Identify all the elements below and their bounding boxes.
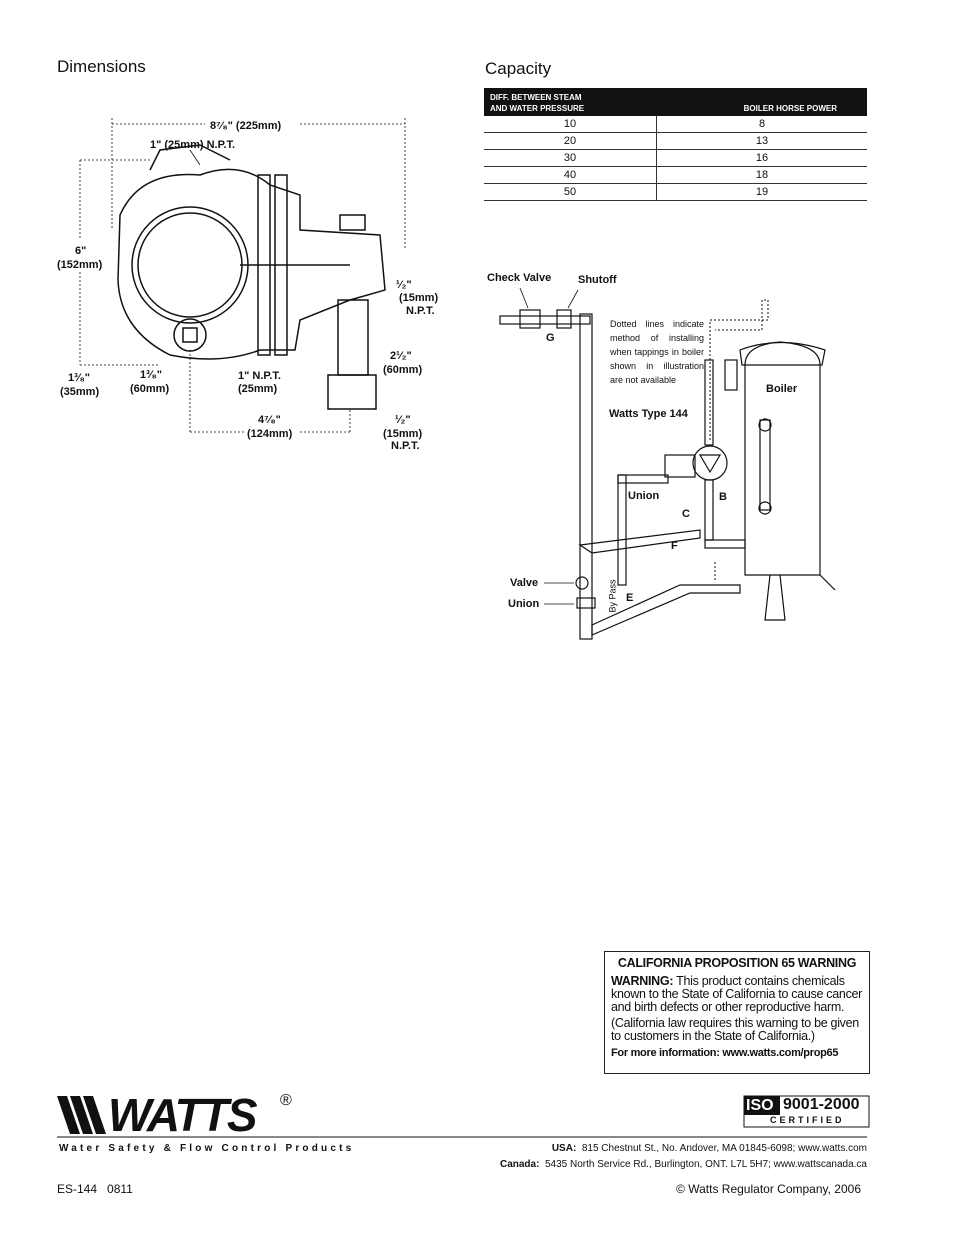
- dimension-label: 2¹⁄₂": [390, 350, 412, 362]
- dimension-label: 6": [75, 245, 87, 257]
- iso-label: ISO: [746, 1097, 774, 1114]
- table-cell: 8: [656, 116, 867, 133]
- warning-lead: WARNING:: [611, 974, 674, 988]
- warning-more: For more information: www.watts.com/prop…: [611, 1047, 839, 1059]
- watts-logo-stripes: [57, 1096, 106, 1134]
- table-cell: 18: [656, 166, 867, 184]
- leaders: [189, 149, 579, 605]
- dimension-label: N.P.T.: [391, 440, 420, 452]
- diagram-label: F: [671, 540, 678, 552]
- dimension-label: (124mm): [247, 428, 293, 440]
- valve-drawing: [117, 144, 386, 410]
- registered-mark: ®: [280, 1092, 292, 1109]
- diagram-label: Boiler: [766, 383, 798, 395]
- tagline: Water Safety & Flow Control Products: [59, 1143, 355, 1154]
- address-label: USA:: [551, 1143, 577, 1154]
- table-cell: 16: [656, 149, 867, 167]
- table-row: 30 16: [484, 149, 867, 167]
- diagram-label: C: [682, 508, 690, 520]
- warning-title: CALIFORNIA PROPOSITION 65 WARNING: [617, 956, 857, 970]
- table-cell: 19: [656, 183, 867, 201]
- iso-frame: [743, 1095, 870, 1128]
- diagram-label: G: [546, 332, 555, 344]
- header-line: AND WATER PRESSURE: [490, 104, 585, 113]
- diagram-label: By Pass: [607, 579, 618, 613]
- piping-drawing: [499, 309, 836, 640]
- dimension-label: ¹⁄₂": [395, 414, 411, 426]
- warning-body: This product contains chemicals known to…: [611, 974, 863, 1014]
- dimension-label: 1³⁄₈": [68, 372, 90, 384]
- diagram-label: Union: [508, 598, 540, 610]
- table-header: BOILER HORSE POWER: [656, 88, 867, 116]
- doc-date: 0811: [107, 1182, 133, 1196]
- capacity-table: DIFF. BETWEEN STEAM AND WATER PRESSURE BO…: [484, 88, 867, 201]
- iso-certified: CERTIFIED: [770, 1115, 845, 1125]
- section-title: Capacity: [485, 59, 552, 78]
- dimension-label: (25mm): [238, 383, 278, 395]
- warning-note: (California law requires this warning to…: [611, 1016, 859, 1043]
- dimension-label: 4⁷⁄₈": [258, 414, 281, 426]
- table-header: DIFF. BETWEEN STEAM AND WATER PRESSURE: [484, 88, 657, 116]
- section-title: Dimensions: [57, 57, 146, 76]
- dimension-label: (152mm): [57, 259, 103, 271]
- address: 815 Chestnut St., No. Andover, MA 01845-…: [581, 1143, 867, 1154]
- dimension-label: (60mm): [130, 383, 170, 395]
- diagram-label: Union: [628, 490, 660, 502]
- iso-box: [744, 1096, 780, 1115]
- doc-code: ES-144 0811: [57, 1182, 133, 1196]
- dimension-label: (15mm): [399, 292, 439, 304]
- prop65-warning: CALIFORNIA PROPOSITION 65 WARNING WARNIN…: [604, 951, 870, 1074]
- dotted-lines: [709, 299, 769, 580]
- dimension-lines: [79, 118, 406, 433]
- dimension-label: 1" N.P.T.: [238, 370, 281, 382]
- diagram-label: B: [719, 491, 727, 503]
- diagram-label: Valve: [510, 577, 539, 589]
- usa-address: USA: 815 Chestnut St., No. Andover, MA 0…: [552, 1143, 867, 1154]
- table-cell: 10: [484, 116, 658, 133]
- diagram-note: Dotted lines indicate method of installi…: [610, 319, 704, 385]
- table-cell: 40: [484, 166, 658, 184]
- dimension-label: 1³⁄₈": [140, 369, 162, 381]
- diagram-label: Shutoff: [578, 274, 617, 286]
- diagram-label: Check Valve: [487, 272, 552, 284]
- copyright: © Watts Regulator Company, 2006: [676, 1182, 861, 1196]
- brand-logo: WATTS: [108, 1089, 258, 1141]
- dimension-label: 8⁷⁄₈" (225mm): [210, 120, 282, 132]
- dimension-label: (15mm): [383, 428, 423, 440]
- table-row: 10 8: [484, 116, 867, 133]
- dimension-label: (60mm): [383, 364, 423, 376]
- address-label: Canada:: [499, 1159, 540, 1170]
- dimension-label: (35mm): [60, 386, 100, 398]
- table-cell: 20: [484, 132, 658, 150]
- iso-number: 9001-2000: [783, 1096, 860, 1113]
- dimension-label: ¹⁄₂": [396, 279, 412, 291]
- header-line: DIFF. BETWEEN STEAM: [490, 93, 582, 102]
- diagram-label: E: [626, 592, 634, 604]
- table-cell: 13: [656, 132, 867, 150]
- address: 5435 North Service Rd., Burlington, ONT.…: [544, 1159, 867, 1170]
- table-cell: 30: [484, 149, 658, 167]
- table-row: 20 13: [484, 132, 867, 150]
- table-row: 40 18: [484, 166, 867, 184]
- doc-number: ES-144: [57, 1182, 98, 1196]
- canada-address: Canada: 5435 North Service Rd., Burlingt…: [500, 1159, 867, 1170]
- dimension-label: N.P.T.: [406, 305, 435, 317]
- table-cell: 50: [484, 183, 658, 201]
- warning-text: WARNING: This product contains chemicals…: [611, 975, 863, 1014]
- table-row: 50 19: [484, 183, 867, 201]
- diagram-label: Watts Type 144: [609, 408, 688, 420]
- dimension-label: 1" (25mm) N.P.T.: [150, 139, 236, 151]
